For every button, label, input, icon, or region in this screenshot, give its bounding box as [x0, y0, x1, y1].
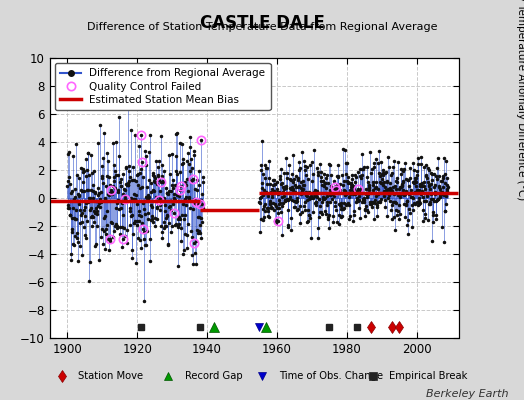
Text: Difference of Station Temperature Data from Regional Average: Difference of Station Temperature Data f… — [87, 22, 437, 32]
Text: Station Move: Station Move — [79, 371, 144, 381]
Text: Record Gap: Record Gap — [184, 371, 242, 381]
Text: CASTLE DALE: CASTLE DALE — [200, 14, 324, 32]
Text: Berkeley Earth: Berkeley Earth — [426, 389, 508, 399]
Text: Time of Obs. Change: Time of Obs. Change — [279, 371, 383, 381]
Text: Empirical Break: Empirical Break — [389, 371, 467, 381]
Text: Monthly Temperature Anomaly Difference (°C): Monthly Temperature Anomaly Difference (… — [516, 0, 524, 200]
Legend: Difference from Regional Average, Quality Control Failed, Estimated Station Mean: Difference from Regional Average, Qualit… — [55, 63, 270, 110]
